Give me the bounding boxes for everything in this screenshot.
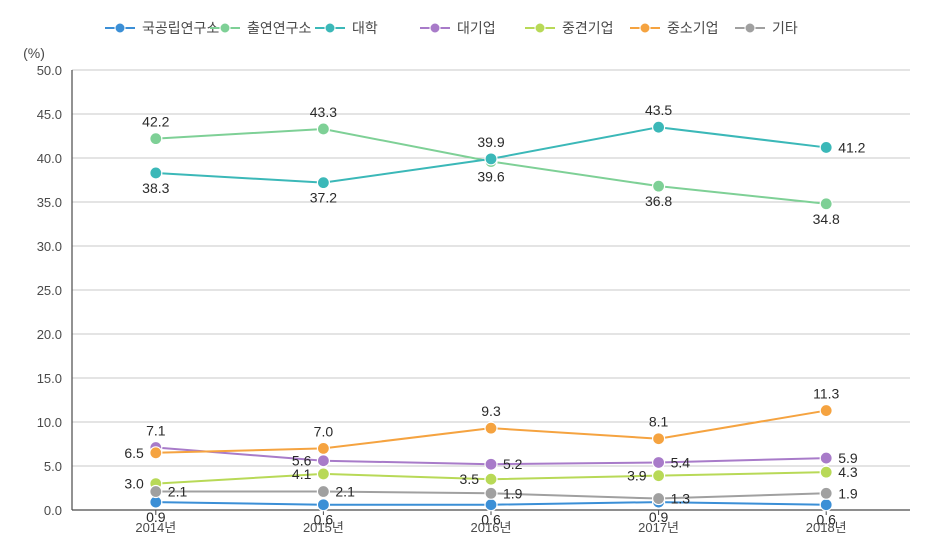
legend-label: 대기업: [457, 20, 496, 36]
data-label: 7.0: [314, 423, 334, 439]
data-label: 39.6: [477, 169, 504, 185]
chart-container: 0.0 5.0 10.0 15.0 20.0 25.0 30.0 35.0 40.0 45.0 50…: [0, 0, 939, 553]
data-label: 1.9: [503, 485, 523, 501]
legend-label: 대학: [352, 20, 378, 36]
legend-label: 출연연구소: [247, 20, 312, 36]
data-label: 38.3: [142, 180, 169, 196]
data-label: 4.1: [292, 466, 312, 482]
series-marker: [820, 466, 832, 478]
data-label: 7.1: [146, 423, 166, 439]
series-marker: [820, 487, 832, 499]
series-marker: [485, 422, 497, 434]
y-tick-label: 10.0: [37, 415, 62, 430]
data-label: 3.9: [627, 468, 647, 484]
series-marker: [653, 470, 665, 482]
legend-label: 중소기업: [667, 20, 719, 36]
data-label: 11.3: [813, 386, 839, 402]
data-label: 0.6: [481, 512, 501, 528]
series-marker: [150, 447, 162, 459]
data-label: 37.2: [310, 190, 337, 206]
data-label: 41.2: [838, 139, 865, 155]
series-marker: [820, 499, 832, 511]
data-label: 9.3: [481, 403, 501, 419]
y-tick-label: 25.0: [37, 283, 62, 298]
data-label: 1.9: [838, 485, 858, 501]
series-marker: [653, 121, 665, 133]
legend-marker: [430, 23, 440, 33]
y-tick-label: 30.0: [37, 239, 62, 254]
data-label: 4.3: [838, 464, 858, 480]
legend-marker: [115, 23, 125, 33]
legend-marker: [640, 23, 650, 33]
series-marker: [150, 133, 162, 145]
y-tick-label: 20.0: [37, 327, 62, 342]
series-marker: [820, 198, 832, 210]
y-tick-label: 40.0: [37, 151, 62, 166]
data-label: 34.8: [813, 211, 840, 227]
series-marker: [317, 442, 329, 454]
y-tick-label: 5.0: [44, 459, 62, 474]
series-marker: [653, 180, 665, 192]
legend-marker: [220, 23, 230, 33]
y-tick-label: 50.0: [37, 63, 62, 78]
data-label: 2.1: [168, 484, 188, 500]
series-marker: [653, 493, 665, 505]
series-marker: [317, 177, 329, 189]
data-label: 6.5: [124, 445, 144, 461]
legend-marker: [745, 23, 755, 33]
y-tick-label: 0.0: [44, 503, 62, 518]
series-marker: [485, 487, 497, 499]
series-marker: [653, 433, 665, 445]
series-marker: [317, 499, 329, 511]
data-label: 36.8: [645, 193, 672, 209]
series-marker: [485, 473, 497, 485]
series-marker: [317, 123, 329, 135]
data-label: 0.6: [314, 512, 334, 528]
data-label: 0.9: [649, 509, 669, 525]
series-marker: [317, 455, 329, 467]
series-marker: [485, 499, 497, 511]
series-marker: [317, 486, 329, 498]
data-label: 43.3: [310, 104, 337, 120]
y-tick-label: 45.0: [37, 107, 62, 122]
line-chart: 0.0 5.0 10.0 15.0 20.0 25.0 30.0 35.0 40.0 45.0 50…: [0, 0, 939, 553]
data-label: 42.2: [142, 114, 169, 130]
data-label: 8.1: [649, 414, 669, 430]
series-marker: [317, 468, 329, 480]
series-marker: [820, 452, 832, 464]
data-label: 39.9: [477, 134, 504, 150]
y-axis-title: (%): [23, 45, 45, 61]
series-marker: [820, 405, 832, 417]
data-label: 43.5: [645, 102, 672, 118]
legend-label: 국공립연구소: [142, 20, 219, 36]
legend-label: 기타: [772, 20, 798, 36]
legend-label: 중견기업: [562, 20, 614, 36]
series-marker: [653, 456, 665, 468]
data-label: 3.0: [124, 476, 144, 492]
data-label: 0.9: [146, 509, 166, 525]
data-label: 2.1: [335, 484, 355, 500]
data-label: 1.3: [671, 491, 691, 507]
y-tick-label: 35.0: [37, 195, 62, 210]
series-marker: [150, 167, 162, 179]
series-marker: [485, 458, 497, 470]
data-label: 3.5: [460, 471, 480, 487]
y-tick-label: 15.0: [37, 371, 62, 386]
series-marker: [485, 153, 497, 165]
data-label: 0.6: [816, 512, 836, 528]
legend-marker: [535, 23, 545, 33]
data-label: 5.2: [503, 456, 523, 472]
legend-marker: [325, 23, 335, 33]
series-marker: [150, 486, 162, 498]
data-label: 5.4: [671, 454, 691, 470]
series-marker: [820, 141, 832, 153]
